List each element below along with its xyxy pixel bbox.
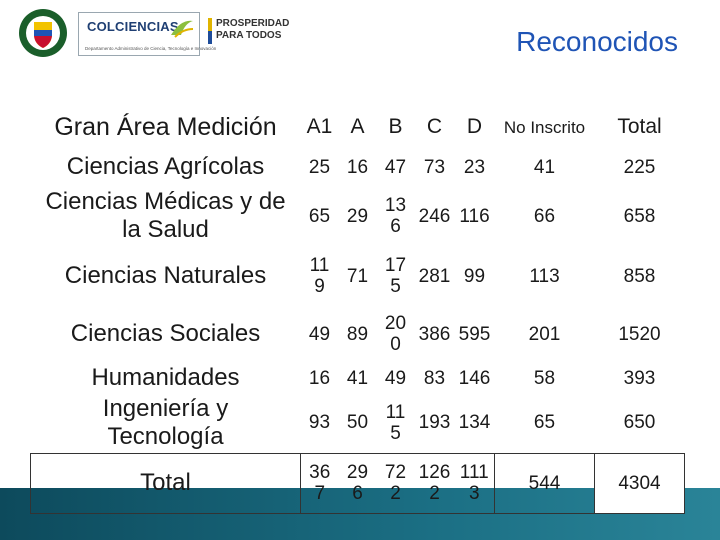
cell-d: 23 — [463, 156, 486, 178]
colombia-shield-logo — [19, 9, 67, 57]
prosperidad-line2: PARA TODOS — [216, 30, 282, 41]
cell-no-inscrito: 201 — [528, 323, 561, 345]
header-total: Total — [617, 115, 662, 138]
reconocidos-table: Gran Área Medición A1 A B C D No Inscrit… — [30, 105, 685, 514]
cell-d: 116 — [459, 205, 490, 227]
cell-a: 16 — [346, 156, 369, 178]
table-row: Ingeniería y Tecnología 93 50 115 193 13… — [31, 393, 685, 453]
cell-d: 595 — [458, 323, 491, 345]
page-title: Reconocidos — [516, 26, 678, 57]
header-d: D — [466, 115, 483, 138]
cell-a: 89 — [346, 323, 369, 345]
cell-a1: 16 — [308, 367, 331, 389]
cell-no-inscrito: 58 — [533, 367, 556, 389]
cell-a1: 25 — [308, 156, 331, 178]
cell-no-inscrito: 66 — [533, 205, 556, 227]
row-name: Ciencias Naturales — [64, 262, 267, 289]
header-area: Gran Área Medición — [54, 112, 277, 141]
row-name: Ciencias Sociales — [70, 320, 261, 347]
prosperidad-logo: PROSPERIDAD PARA TODOS — [216, 18, 289, 42]
cell-b: 175 — [384, 255, 407, 297]
row-name: Humanidades — [91, 364, 240, 391]
cell-b: 136 — [384, 195, 407, 237]
cell-b: 115 — [385, 401, 406, 444]
cell-c: 386 — [418, 323, 451, 345]
table-row: Ciencias Médicas y de la Salud 65 29 136… — [31, 185, 685, 247]
total-no-inscrito: 544 — [494, 452, 595, 514]
swoosh-icon — [171, 20, 194, 38]
colciencias-subtitle: Departamento Administrativo de Ciencia, … — [85, 46, 217, 51]
header-no-inscrito: No Inscrito — [503, 117, 586, 137]
header-a: A — [350, 115, 365, 138]
header-c: C — [426, 115, 443, 138]
total-total: 4304 — [594, 452, 685, 514]
cell-total: 858 — [623, 265, 656, 287]
cell-no-inscrito: 65 — [533, 412, 556, 434]
cell-total: 1520 — [618, 323, 661, 345]
table-row: Humanidades 16 41 49 83 146 58 393 — [31, 363, 685, 393]
cell-total: 650 — [623, 412, 656, 434]
colciencias-wordmark: COLCIENCIAS — [87, 19, 179, 34]
cell-total: 393 — [623, 367, 656, 389]
cell-a1: 119 — [309, 255, 330, 297]
cell-no-inscrito: 113 — [529, 265, 560, 287]
cell-a: 50 — [346, 412, 369, 434]
cell-b: 200 — [384, 313, 407, 355]
total-a: 296 — [338, 452, 377, 514]
cell-c: 246 — [418, 205, 451, 227]
cell-b: 47 — [384, 156, 407, 178]
colciencias-logo: COLCIENCIAS Departamento Administrativo … — [78, 12, 216, 56]
header-a1: A1 — [306, 115, 333, 138]
cell-total: 658 — [623, 205, 656, 227]
cell-c: 281 — [418, 265, 451, 287]
prosperidad-bar-icon-blue — [208, 31, 212, 44]
cell-c: 83 — [423, 367, 446, 389]
row-name: Ciencias Médicas y de la Salud — [45, 188, 286, 243]
cell-a1: 93 — [308, 412, 331, 434]
cell-c: 193 — [418, 412, 451, 434]
row-name: Ciencias Agrícolas — [66, 153, 265, 180]
table-row: Ciencias Sociales 49 89 200 386 595 201 … — [31, 305, 685, 363]
cell-no-inscrito: 41 — [533, 156, 556, 178]
prosperidad-line1: PROSPERIDAD — [216, 18, 290, 29]
cell-d: 146 — [458, 367, 491, 389]
total-a1: 367 — [300, 452, 339, 514]
total-b: 722 — [376, 452, 415, 514]
total-d: 1113 — [454, 452, 495, 514]
cell-a1: 49 — [308, 323, 331, 345]
cell-b: 49 — [384, 367, 407, 389]
cell-a: 71 — [346, 265, 369, 287]
cell-c: 73 — [423, 156, 446, 178]
cell-total: 225 — [623, 156, 656, 178]
table-row: Ciencias Agrícolas 25 16 47 73 23 41 225 — [31, 149, 685, 185]
cell-d: 134 — [458, 412, 491, 434]
cell-a: 29 — [346, 205, 369, 227]
table-total-row: Total 367 296 722 1262 1113 544 4304 — [30, 452, 685, 514]
total-row-name: Total — [30, 452, 301, 514]
total-c: 1262 — [414, 452, 455, 514]
header: COLCIENCIAS Departamento Administrativo … — [0, 0, 720, 70]
cell-a: 41 — [346, 367, 369, 389]
row-name: Ingeniería y Tecnología — [102, 394, 229, 450]
cell-d: 99 — [463, 265, 486, 287]
table-row: Ciencias Naturales 119 71 175 281 99 113… — [31, 247, 685, 305]
cell-a1: 65 — [308, 205, 331, 227]
header-b: B — [388, 115, 403, 138]
table-header-row: Gran Área Medición A1 A B C D No Inscrit… — [31, 105, 685, 149]
